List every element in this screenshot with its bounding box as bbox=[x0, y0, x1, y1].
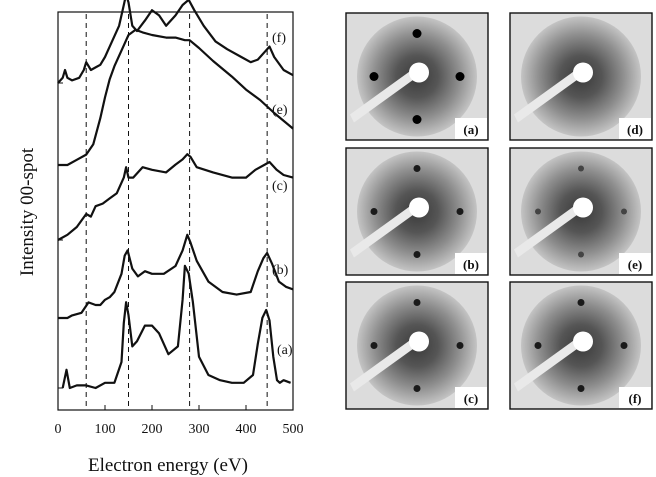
leed-panels: (a) (d) (b) (e) (c) (f) bbox=[345, 12, 653, 410]
diffraction-spot bbox=[370, 208, 378, 215]
x-tick-label: 500 bbox=[283, 422, 304, 437]
diffraction-spot bbox=[534, 342, 542, 349]
diffraction-spot bbox=[413, 165, 421, 172]
x-tick-label: 300 bbox=[189, 422, 210, 437]
spectrum-curve bbox=[57, 153, 294, 241]
center-spot bbox=[573, 331, 593, 352]
diffraction-spot bbox=[621, 208, 627, 215]
diffraction-spot bbox=[577, 385, 585, 392]
curve-label: (f) bbox=[272, 31, 286, 46]
gun-shadow bbox=[350, 70, 415, 123]
diffraction-spot bbox=[412, 29, 422, 38]
panel-label: (a) bbox=[463, 122, 478, 137]
diffraction-spot bbox=[578, 165, 584, 172]
spectrum-curve bbox=[57, 0, 294, 84]
spectrum-curve bbox=[58, 233, 294, 320]
leed-panel: (c) bbox=[345, 281, 489, 410]
diffraction-spot bbox=[413, 251, 421, 258]
leed-panel: (e) bbox=[509, 147, 653, 276]
y-axis-label: Intensity 00-spot bbox=[17, 147, 38, 276]
leed-panel: (f) bbox=[509, 281, 653, 410]
label-box bbox=[455, 118, 487, 139]
curve-label: (e) bbox=[272, 103, 288, 118]
label-box bbox=[455, 253, 487, 274]
leed-panel: (b) bbox=[345, 147, 489, 276]
plot-frame bbox=[57, 11, 294, 411]
diffraction-spot bbox=[455, 72, 465, 81]
gun-shadow bbox=[350, 205, 415, 258]
curves bbox=[57, 0, 294, 390]
x-axis-label: Electron energy (eV) bbox=[88, 455, 248, 476]
diffraction-spot bbox=[412, 115, 422, 124]
spectra-plot: 0 100 200 300 400 500 (a) (b) (c) (e) (f) Intensi… bbox=[17, 0, 304, 476]
panel-label: (b) bbox=[463, 257, 479, 272]
spectrum-curve bbox=[61, 264, 291, 390]
gun-shadow bbox=[350, 339, 415, 392]
spectrum-curve bbox=[58, 28, 294, 167]
gun-shadow bbox=[514, 205, 579, 258]
panel-label: (f) bbox=[629, 391, 642, 406]
diffraction-spot bbox=[456, 342, 464, 349]
x-ticks: 0 100 200 300 400 500 bbox=[55, 405, 304, 437]
label-box bbox=[455, 387, 487, 408]
x-tick-label: 0 bbox=[55, 422, 62, 437]
center-spot bbox=[409, 62, 429, 83]
curve-label: (b) bbox=[272, 263, 289, 278]
diffraction-spot bbox=[456, 208, 464, 215]
center-spot bbox=[409, 331, 429, 352]
center-spot bbox=[573, 197, 593, 218]
gun-shadow bbox=[514, 70, 579, 123]
diffraction-spot bbox=[369, 72, 379, 81]
diffraction-spot bbox=[535, 208, 541, 215]
center-spot bbox=[573, 62, 593, 83]
x-tick-label: 100 bbox=[95, 422, 116, 437]
diffraction-spot bbox=[578, 251, 584, 258]
reference-lines bbox=[85, 14, 268, 410]
panel-label: (d) bbox=[627, 122, 643, 137]
diffraction-spot bbox=[577, 299, 585, 306]
curve-label: (a) bbox=[277, 343, 293, 358]
leed-panel: (d) bbox=[509, 12, 653, 141]
panel-label: (c) bbox=[464, 391, 478, 406]
y-ticks bbox=[58, 82, 63, 389]
leed-panel: (a) bbox=[345, 12, 489, 141]
x-tick-label: 200 bbox=[142, 422, 163, 437]
gun-shadow bbox=[514, 339, 579, 392]
diffraction-spot bbox=[413, 299, 421, 306]
diffraction-spot bbox=[370, 342, 378, 349]
diffraction-spot bbox=[620, 342, 628, 349]
panel-label: (e) bbox=[628, 257, 642, 272]
curve-labels: (a) (b) (c) (e) (f) bbox=[272, 31, 293, 358]
curve-label: (c) bbox=[272, 179, 288, 194]
diffraction-spot bbox=[413, 385, 421, 392]
label-box bbox=[619, 253, 651, 274]
label-box bbox=[619, 387, 651, 408]
center-spot bbox=[409, 197, 429, 218]
label-box bbox=[619, 118, 651, 139]
x-tick-label: 400 bbox=[236, 422, 257, 437]
